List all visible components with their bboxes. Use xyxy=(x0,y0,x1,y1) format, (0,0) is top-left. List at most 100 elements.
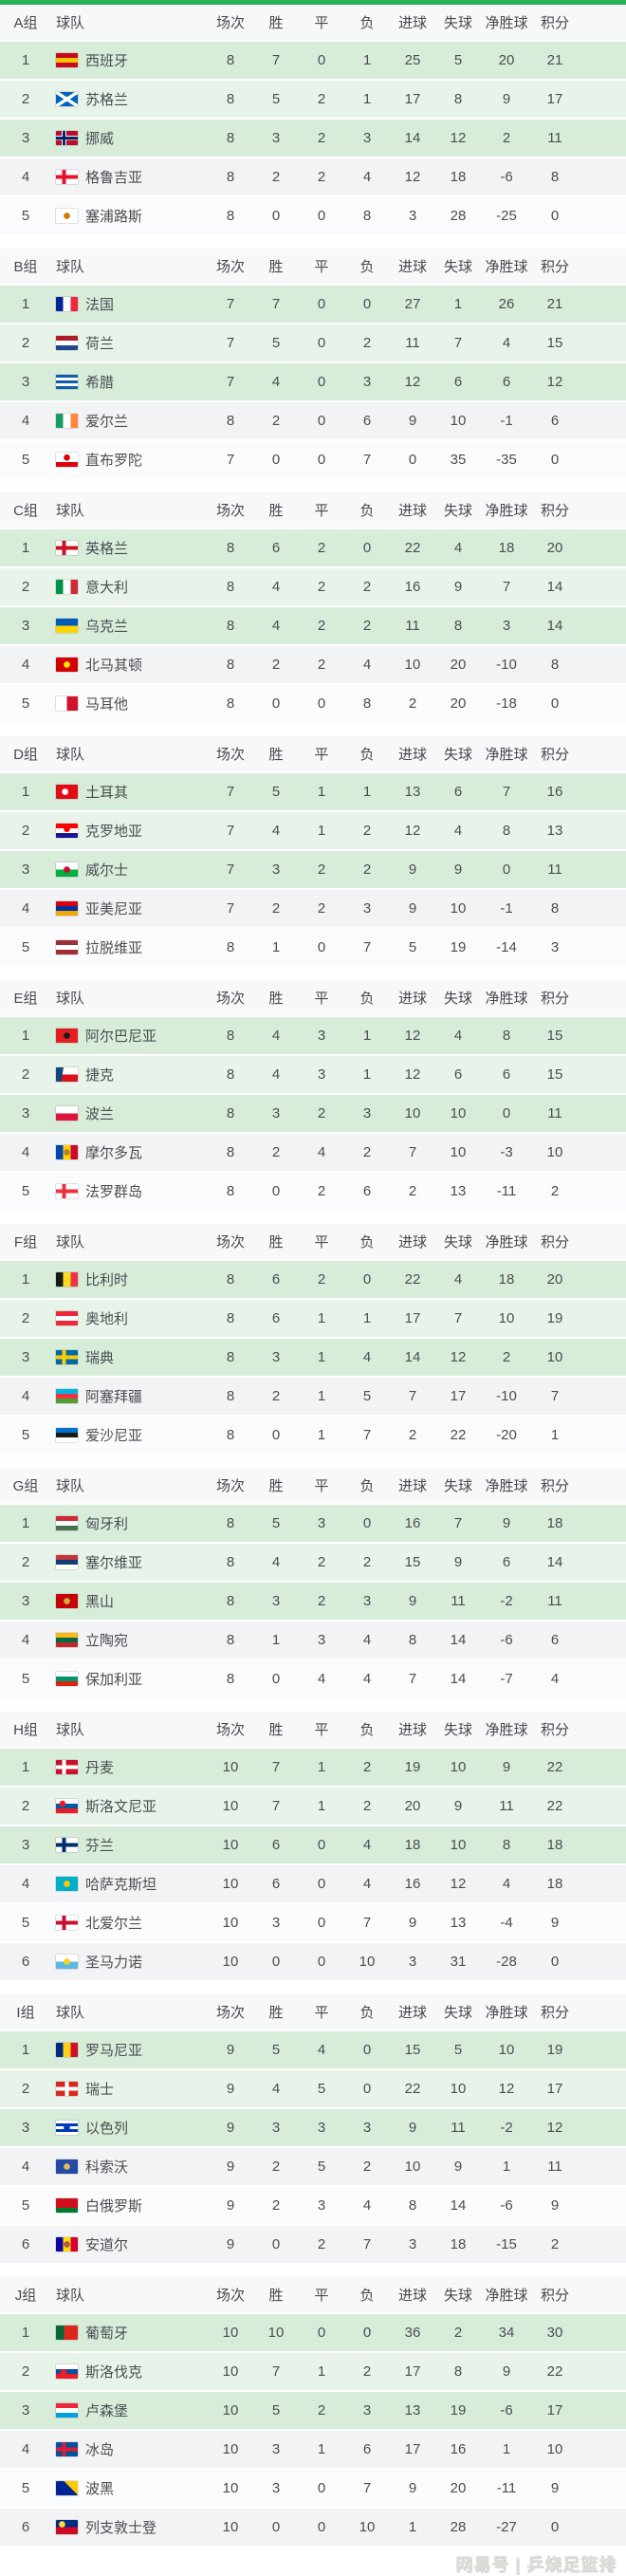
rank-cell: 1 xyxy=(21,296,30,312)
goal-diff-cell: 2 xyxy=(502,1349,511,1365)
points-cell: 14 xyxy=(546,579,563,595)
points-cell: 12 xyxy=(546,2120,563,2136)
flag-france-icon xyxy=(56,297,78,311)
column-header-losses: 负 xyxy=(359,1722,375,1738)
draws-cell: 2 xyxy=(317,1554,326,1570)
played-cell: 8 xyxy=(226,1066,235,1083)
wins-cell: 5 xyxy=(271,1515,281,1531)
team-cell: 希腊 xyxy=(51,372,208,392)
goals-for-cell: 5 xyxy=(408,939,417,955)
group-label: E组 xyxy=(13,991,38,1007)
flag-wales-icon xyxy=(56,862,78,877)
losses-cell: 6 xyxy=(362,413,372,429)
group-label: I组 xyxy=(16,2005,35,2021)
draws-cell: 1 xyxy=(317,784,326,800)
draws-cell: 0 xyxy=(317,208,326,224)
team-cell: 北爱尔兰 xyxy=(51,1913,208,1933)
played-cell: 10 xyxy=(222,2519,239,2535)
losses-cell: 4 xyxy=(362,169,372,185)
team-cell: 摩尔多瓦 xyxy=(51,1142,208,1162)
column-header-losses: 负 xyxy=(359,747,375,763)
team-row: 5 法罗群岛 8 0 2 6 2 13 -11 2 xyxy=(0,1171,626,1210)
flag-bulgaria-icon xyxy=(56,1672,78,1686)
column-header-wins: 胜 xyxy=(268,15,284,31)
goals-against-cell: 14 xyxy=(450,2197,467,2214)
column-header-losses: 负 xyxy=(359,2288,375,2304)
goal-diff-cell: -14 xyxy=(496,939,517,955)
goals-for-cell: 10 xyxy=(404,2159,421,2175)
goals-against-cell: 6 xyxy=(453,374,463,390)
team-name: 克罗地亚 xyxy=(85,824,143,840)
column-header-losses: 负 xyxy=(359,2005,375,2021)
flag-israel-icon xyxy=(56,2121,78,2135)
goal-diff-cell: -25 xyxy=(496,208,517,224)
goals-against-cell: 10 xyxy=(450,2081,467,2097)
group-header-row: F组 球队 场次 胜 平 负 进球 失球 净胜球 积分 xyxy=(0,1224,626,1259)
wins-cell: 3 xyxy=(271,2441,281,2457)
goals-for-cell: 9 xyxy=(408,2120,417,2136)
flag-armenia-icon xyxy=(56,901,78,916)
team-name: 列支敦士登 xyxy=(85,2520,157,2536)
played-cell: 7 xyxy=(226,823,235,839)
goals-against-cell: 10 xyxy=(450,413,467,429)
points-cell: 3 xyxy=(550,939,560,955)
team-name: 瑞典 xyxy=(85,1350,115,1366)
team-row: 4 科索沃 9 2 5 2 10 9 1 11 xyxy=(0,2146,626,2185)
goals-for-cell: 9 xyxy=(408,862,417,878)
points-cell: 14 xyxy=(546,618,563,634)
losses-cell: 7 xyxy=(362,2480,372,2496)
draws-cell: 1 xyxy=(317,2441,326,2457)
played-cell: 7 xyxy=(226,335,235,351)
draws-cell: 0 xyxy=(317,335,326,351)
draws-cell: 3 xyxy=(317,2120,326,2136)
goals-for-cell: 12 xyxy=(404,374,421,390)
column-header-goal-diff: 净胜球 xyxy=(485,1722,528,1738)
goals-for-cell: 7 xyxy=(408,1388,417,1404)
team-name: 瑞士 xyxy=(85,2082,115,2098)
draws-cell: 3 xyxy=(317,1066,326,1083)
points-cell: 15 xyxy=(546,1066,563,1083)
column-header-goals-for: 进球 xyxy=(397,2288,427,2304)
group-rows: 1 比利时 8 6 2 0 22 4 18 20 2 奥地利 8 6 1 1 1… xyxy=(0,1259,626,1454)
rank-cell: 3 xyxy=(21,130,30,146)
team-name: 威尔士 xyxy=(85,862,129,879)
points-cell: 10 xyxy=(546,1349,563,1365)
rank-cell: 2 xyxy=(21,1310,30,1326)
group-rows: 1 法国 7 7 0 0 27 1 26 21 2 荷兰 7 5 0 2 11 … xyxy=(0,284,626,478)
played-cell: 8 xyxy=(226,1144,235,1160)
flag-sweden-icon xyxy=(56,1350,78,1364)
losses-cell: 0 xyxy=(362,1515,372,1531)
flag-sanmarino-icon xyxy=(56,1955,78,1969)
goals-against-cell: 10 xyxy=(450,1105,467,1121)
goals-against-cell: 4 xyxy=(453,823,463,839)
rank-cell: 2 xyxy=(21,823,30,839)
goal-diff-cell: 1 xyxy=(502,2159,511,2175)
rank-cell: 4 xyxy=(21,1144,30,1160)
column-header-goals-against: 失球 xyxy=(443,1722,472,1738)
played-cell: 7 xyxy=(226,296,235,312)
rank-cell: 4 xyxy=(21,169,30,185)
footer: 网易号 | 乒烧足篮排 xyxy=(0,2551,626,2575)
rank-cell: 5 xyxy=(21,1183,30,1199)
flag-kazakhstan-icon xyxy=(56,1877,78,1891)
goal-diff-cell: -1 xyxy=(500,900,513,917)
goal-diff-cell: 8 xyxy=(502,1837,511,1853)
group-table: I组 球队 场次 胜 平 负 进球 失球 净胜球 积分 1 罗马尼亚 9 5 4… xyxy=(0,1994,626,2263)
rank-cell: 6 xyxy=(21,2519,30,2535)
team-row: 5 波黑 10 3 0 7 9 20 -11 9 xyxy=(0,2468,626,2507)
team-cell: 西班牙 xyxy=(51,50,208,70)
goals-against-cell: 20 xyxy=(450,2480,467,2496)
losses-cell: 3 xyxy=(362,374,372,390)
team-cell: 马耳他 xyxy=(51,694,208,713)
column-header-goals-against: 失球 xyxy=(443,2005,472,2021)
points-cell: 17 xyxy=(546,2402,563,2418)
column-header-points: 积分 xyxy=(540,2288,569,2304)
team-cell: 乌克兰 xyxy=(51,616,208,636)
team-name: 意大利 xyxy=(85,580,129,596)
played-cell: 8 xyxy=(226,1671,235,1687)
rank-cell: 3 xyxy=(21,1837,30,1853)
draws-cell: 0 xyxy=(317,1954,326,1970)
goals-for-cell: 12 xyxy=(404,1028,421,1044)
draws-cell: 0 xyxy=(317,452,326,468)
team-cell: 英格兰 xyxy=(51,538,208,558)
